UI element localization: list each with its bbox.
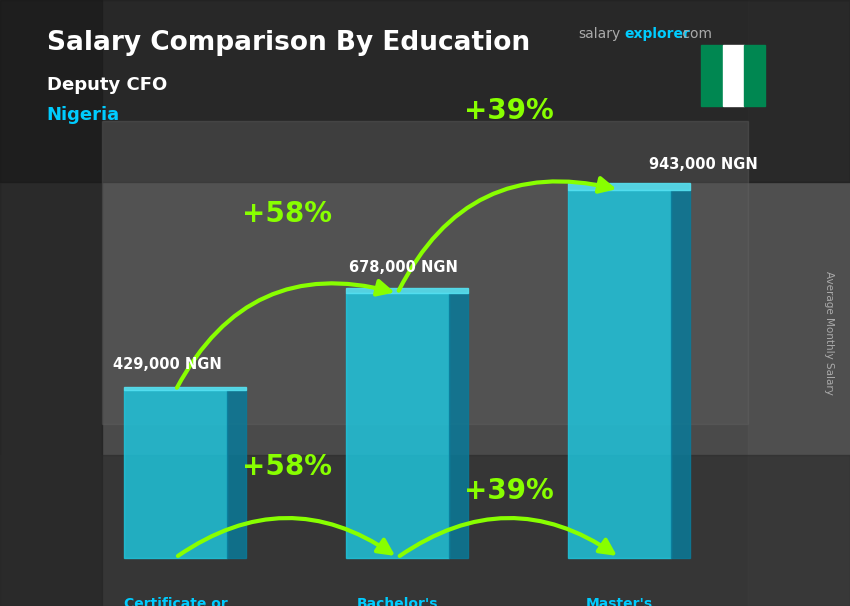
Text: +58%: +58% [241, 453, 332, 481]
Text: .com: .com [678, 27, 712, 41]
Text: +39%: +39% [463, 97, 553, 125]
Text: +39%: +39% [463, 477, 553, 505]
Text: 678,000 NGN: 678,000 NGN [349, 260, 458, 275]
Text: Deputy CFO: Deputy CFO [47, 76, 167, 94]
Text: Bachelor's
Degree: Bachelor's Degree [357, 597, 439, 606]
Bar [227, 390, 246, 558]
FancyArrowPatch shape [177, 281, 390, 388]
Bar [0, 0, 850, 182]
Bar [722, 45, 744, 106]
Bar [568, 190, 672, 558]
Bar [748, 0, 850, 606]
Bar [124, 390, 227, 558]
Bar [568, 183, 689, 190]
Bar [0, 454, 850, 606]
Text: Average Monthly Salary: Average Monthly Salary [824, 271, 834, 395]
Text: salary: salary [578, 27, 620, 41]
Text: Master's
Degree: Master's Degree [586, 597, 653, 606]
Bar [346, 288, 468, 293]
Text: +58%: +58% [241, 201, 332, 228]
Bar [672, 190, 689, 558]
Text: 943,000 NGN: 943,000 NGN [649, 157, 757, 172]
Text: 429,000 NGN: 429,000 NGN [113, 358, 222, 372]
Text: Salary Comparison By Education: Salary Comparison By Education [47, 30, 530, 56]
FancyArrowPatch shape [399, 178, 612, 291]
Bar [346, 293, 449, 558]
Bar [450, 293, 468, 558]
Text: Certificate or
Diploma: Certificate or Diploma [124, 597, 228, 606]
Text: explorer: explorer [625, 27, 690, 41]
Bar [0, 0, 102, 606]
Bar [744, 45, 765, 106]
Bar [701, 45, 722, 106]
Bar [124, 387, 246, 390]
Bar [102, 121, 748, 424]
Text: Nigeria: Nigeria [47, 106, 120, 124]
